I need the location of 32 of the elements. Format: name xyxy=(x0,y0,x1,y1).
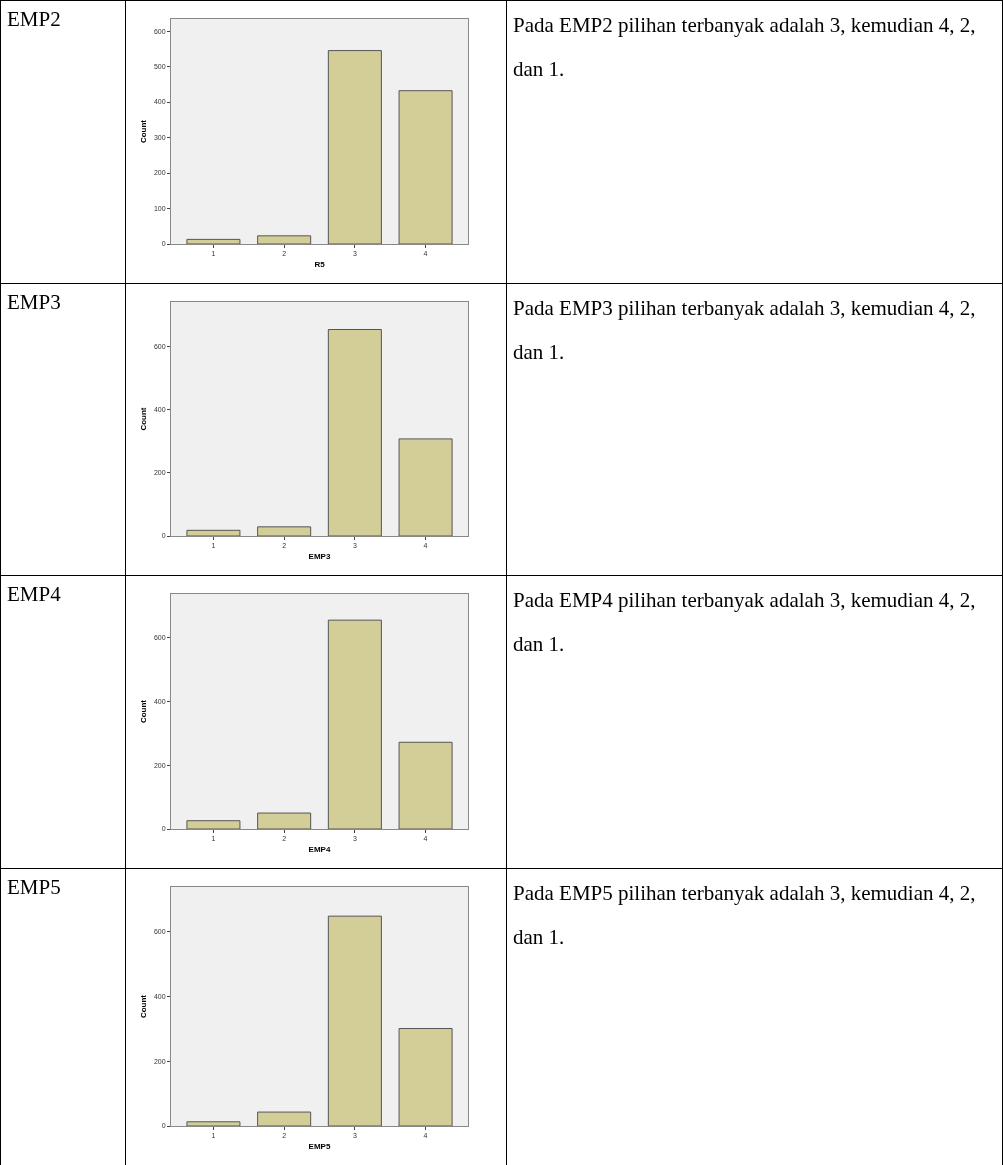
bar xyxy=(186,529,241,536)
bar xyxy=(398,741,453,829)
bar xyxy=(327,915,382,1126)
bar xyxy=(327,329,382,536)
bar xyxy=(398,438,453,536)
bar xyxy=(257,812,312,829)
text: Pada EMP5 pilihan terbanyak adalah 3, kemudian 4, 2, dan 1. xyxy=(506,868,1003,1165)
chart-title: EMP2 xyxy=(0,0,126,284)
y-axis-title: Count xyxy=(138,119,148,144)
text: Pada EMP2 pilihan terbanyak adalah 3, kemudian 4, 2, dan 1. xyxy=(506,0,1003,284)
bar xyxy=(398,1028,453,1126)
x-axis-title: EMP3 xyxy=(308,551,331,561)
x-axis-title: EMP5 xyxy=(308,1141,331,1151)
text: Pada EMP4 pilihan terbanyak adalah 3, kemudian 4, 2, dan 1. xyxy=(506,575,1003,869)
bar xyxy=(398,90,453,244)
text: Pada EMP3 pilihan terbanyak adalah 3, kemudian 4, 2, dan 1. xyxy=(506,283,1003,576)
bar xyxy=(186,1121,241,1126)
y-axis-title: Count xyxy=(138,407,148,431)
x-axis-title: R5 xyxy=(314,259,326,269)
chart-title: EMP4 xyxy=(0,575,126,869)
chart-title: EMP3 xyxy=(0,283,126,576)
y-axis-title: Count xyxy=(138,699,148,724)
y-axis-title: Count xyxy=(138,994,148,1019)
bar xyxy=(327,50,382,244)
x-axis-title: EMP4 xyxy=(308,844,331,854)
bar xyxy=(257,235,312,244)
bar xyxy=(257,1111,312,1126)
chart-title: EMP5 xyxy=(0,868,126,1165)
bar xyxy=(257,526,312,536)
bar xyxy=(186,820,241,829)
bar xyxy=(327,619,382,829)
bar xyxy=(186,238,241,244)
